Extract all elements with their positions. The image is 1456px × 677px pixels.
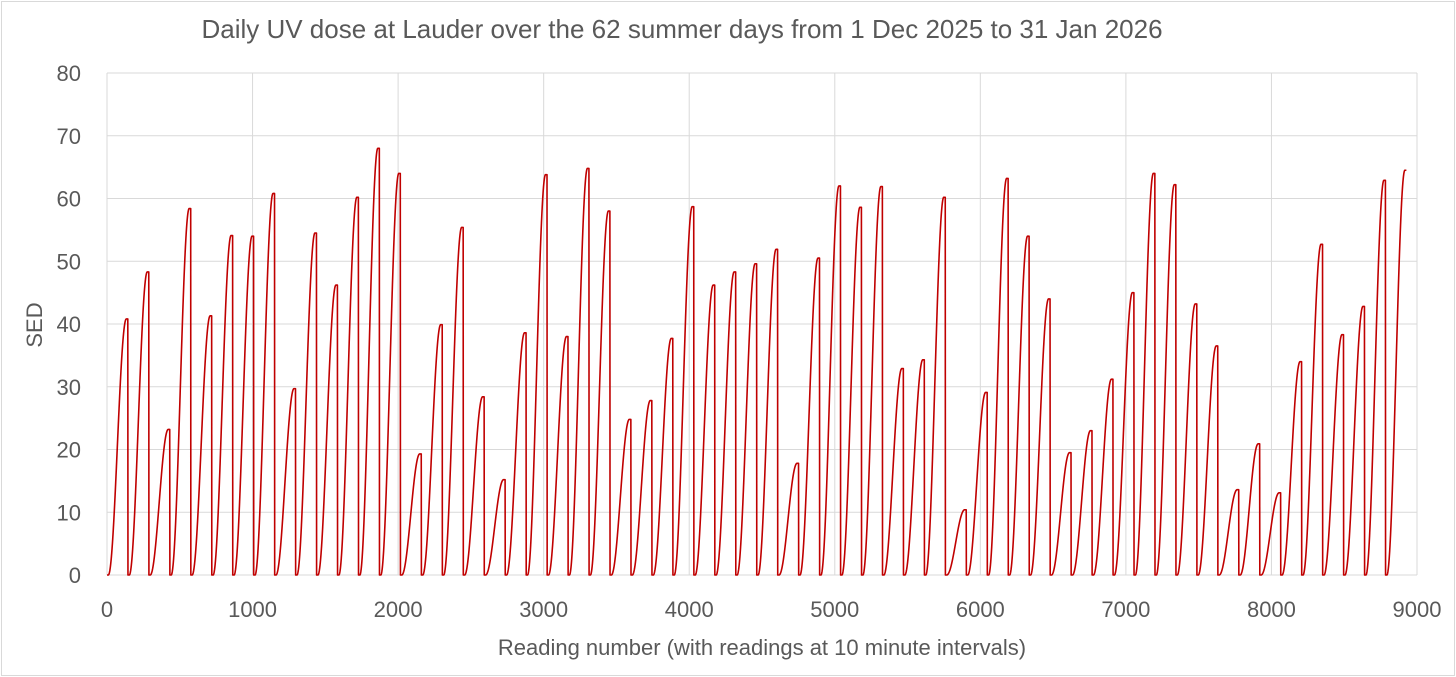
- x-tick-label: 0: [101, 597, 113, 622]
- y-tick-label: 20: [57, 438, 81, 463]
- x-tick-label: 1000: [228, 597, 277, 622]
- x-tick-label: 3000: [519, 597, 568, 622]
- y-tick-label: 10: [57, 500, 81, 525]
- y-axis-title: SED: [22, 302, 47, 347]
- y-tick-label: 40: [57, 312, 81, 337]
- y-tick-label: 30: [57, 375, 81, 400]
- y-tick-label: 60: [57, 187, 81, 212]
- x-tick-labels: 0 1000 2000 3000 4000 5000 6000 7000 8000 9000: [101, 597, 1442, 622]
- y-tick-label: 50: [57, 249, 81, 274]
- y-tick-label: 70: [57, 124, 81, 149]
- chart-title: Daily UV dose at Lauder over the 62 summ…: [201, 14, 1162, 44]
- x-tick-label: 9000: [1393, 597, 1442, 622]
- x-tick-label: 7000: [1101, 597, 1150, 622]
- uv-dose-series-line: [106, 147, 1408, 576]
- y-gridlines: [107, 72, 1417, 576]
- x-tick-label: 2000: [374, 597, 423, 622]
- series-group: [106, 147, 1408, 576]
- x-tick-label: 5000: [810, 597, 859, 622]
- x-tick-label: 4000: [665, 597, 714, 622]
- x-tick-label: 8000: [1247, 597, 1296, 622]
- x-tick-label: 6000: [956, 597, 1005, 622]
- y-tick-label: 0: [69, 563, 81, 588]
- y-tick-label: 80: [57, 61, 81, 86]
- x-axis-title: Reading number (with readings at 10 minu…: [498, 635, 1026, 660]
- y-tick-labels: 0 10 20 30 40 50 60 70 80: [57, 61, 81, 588]
